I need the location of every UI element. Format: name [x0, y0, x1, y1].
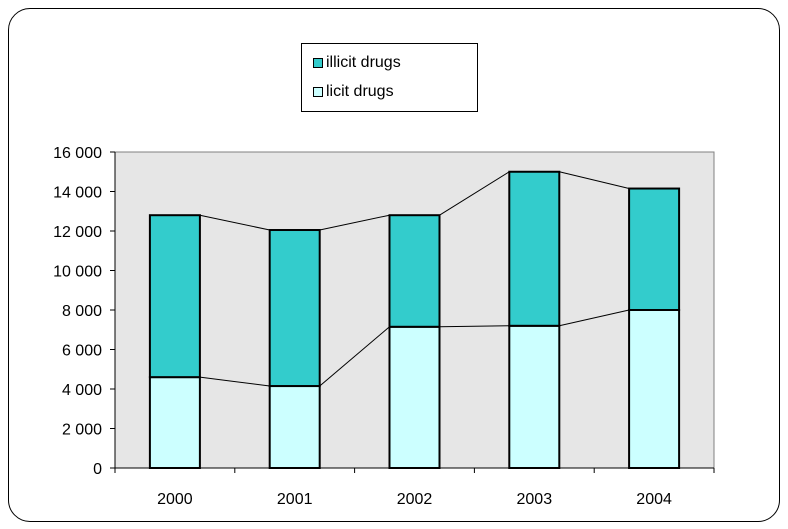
- legend-swatch-illicit-drugs: [313, 58, 323, 68]
- series-line-licit-drugs: [319, 326, 390, 387]
- x-axis: 2000 2001 2002 2003 2004: [114, 467, 715, 508]
- bar-segment-illicit-drugs: [508, 170, 561, 327]
- bar-segment-illicit-drugs: [628, 187, 681, 312]
- y-tick-label: 6 000: [62, 343, 102, 360]
- legend-label-illicit-drugs: illicit drugs: [326, 54, 401, 71]
- bar-segment-illicit-drugs: [268, 229, 321, 388]
- x-tick-label: 2001: [277, 491, 313, 508]
- y-tick-label: 14 000: [53, 185, 102, 202]
- series-line-licit-drugs: [199, 376, 270, 387]
- y-tick-label: 10 000: [53, 264, 102, 281]
- x-tick-label: 2004: [636, 491, 672, 508]
- series-line-illicit-drugs: [319, 214, 390, 231]
- bar-segment-licit-drugs: [628, 309, 681, 469]
- bar-segment-illicit-drugs: [388, 214, 441, 328]
- y-tick-label: 4 000: [62, 382, 102, 399]
- series-line-licit-drugs: [439, 325, 510, 328]
- y-tick-label: 16 000: [53, 145, 102, 162]
- legend-swatch-licit-drugs: [313, 87, 323, 97]
- legend-label-licit-drugs: licit drugs: [326, 83, 394, 100]
- bars: [148, 170, 681, 470]
- legend: illicit drugs licit drugs: [301, 43, 478, 112]
- x-tick-label: 2000: [157, 491, 193, 508]
- bar-segment-licit-drugs: [268, 385, 321, 470]
- series-line-illicit-drugs: [559, 171, 630, 190]
- y-tick-label: 12 000: [53, 224, 102, 241]
- x-tick-label: 2003: [517, 491, 553, 508]
- legend-item-illicit-drugs: illicit drugs: [313, 53, 401, 73]
- y-axis: 0 2 000 4 000 6 000 8 000 10 000 12 000 14 000 1…: [53, 145, 116, 478]
- series-line-licit-drugs: [559, 309, 630, 327]
- series-line-illicit-drugs: [439, 171, 510, 216]
- series-line-illicit-drugs: [199, 214, 270, 231]
- y-tick-label: 2 000: [62, 422, 102, 439]
- y-tick-label: 8 000: [62, 303, 102, 320]
- legend-item-licit-drugs: licit drugs: [313, 82, 394, 102]
- series-lines: [199, 171, 630, 387]
- x-tick-label: 2002: [397, 491, 433, 508]
- bar-segment-licit-drugs: [148, 376, 201, 469]
- bar-segment-illicit-drugs: [148, 214, 201, 379]
- bar-segment-licit-drugs: [388, 325, 441, 469]
- y-tick-label: 0: [93, 461, 102, 478]
- bar-segment-licit-drugs: [508, 324, 561, 469]
